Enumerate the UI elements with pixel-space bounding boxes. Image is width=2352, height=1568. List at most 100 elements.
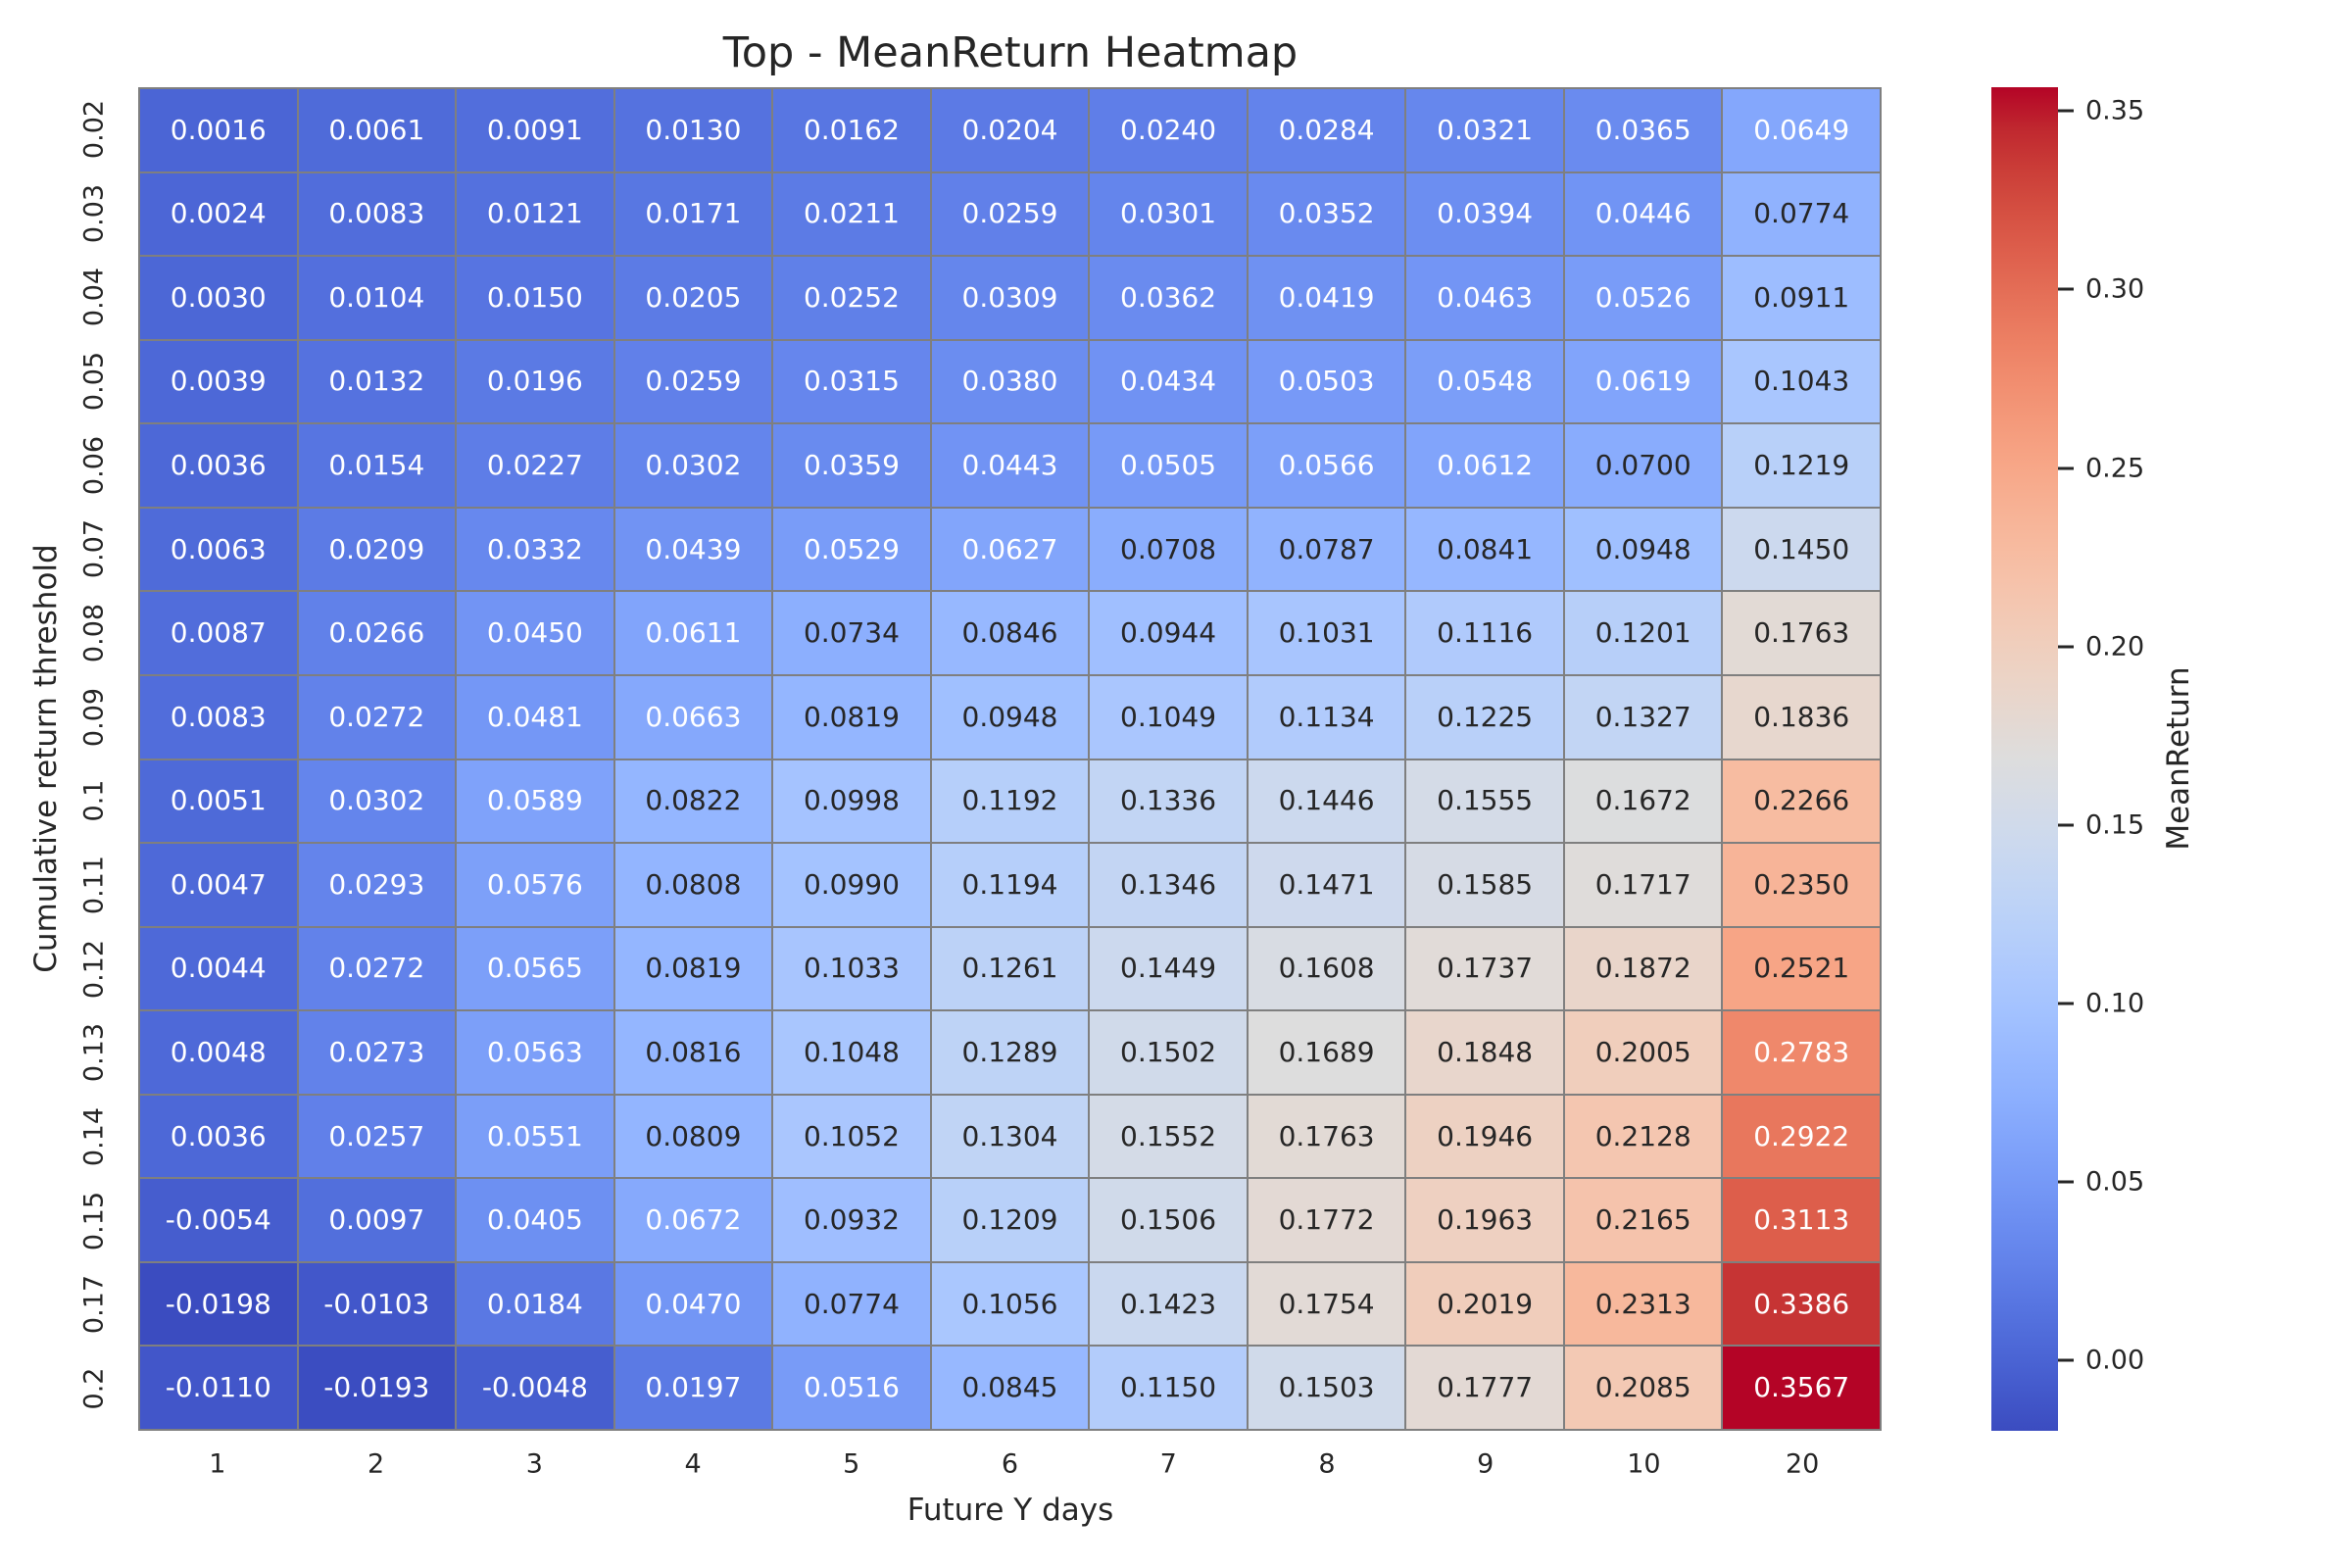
heatmap-cell-y0.08-x2: 0.0266 bbox=[298, 592, 456, 674]
heatmap-cell-y0.17-x3: 0.0184 bbox=[457, 1262, 613, 1346]
heatmap-cell-y0.07-x9: 0.0841 bbox=[1406, 508, 1563, 591]
heatmap-cell-y0.08-x6: 0.0846 bbox=[931, 592, 1089, 674]
heatmap-cell-y0.1-x5: 0.0998 bbox=[773, 760, 930, 843]
heatmap-cell-y0.02-x2: 0.0061 bbox=[298, 89, 456, 172]
heatmap-cell-y0.02-x1: 0.0016 bbox=[140, 89, 297, 172]
heatmap-cell-y0.02-x5: 0.0162 bbox=[773, 89, 930, 172]
heatmap-cell-y0.05-x4: 0.0259 bbox=[614, 340, 772, 423]
x-ticklabel-8: 8 bbox=[1318, 1448, 1336, 1480]
heatmap-cell-y0.04-x9: 0.0463 bbox=[1406, 257, 1563, 339]
heatmap-cell-y0.09-x7: 0.1049 bbox=[1090, 675, 1247, 759]
heatmap-cell-y0.07-x7: 0.0708 bbox=[1090, 508, 1247, 591]
heatmap-cell-y0.03-x7: 0.0301 bbox=[1090, 172, 1247, 256]
heatmap-cell-y0.05-x8: 0.0503 bbox=[1248, 340, 1405, 423]
heatmap-cell-y0.08-x20: 0.1763 bbox=[1723, 592, 1880, 674]
heatmap-cell-y0.02-x9: 0.0321 bbox=[1406, 89, 1563, 172]
y-ticklabel-0.02: 0.02 bbox=[78, 99, 110, 159]
heatmap-cell-y0.05-x2: 0.0132 bbox=[298, 340, 456, 423]
heatmap-cell-y0.02-x6: 0.0204 bbox=[931, 89, 1089, 172]
colorbar-tickmark-0.00 bbox=[2058, 1358, 2074, 1362]
heatmap-cell-y0.07-x4: 0.0439 bbox=[614, 508, 772, 591]
heatmap-cell-y0.02-x7: 0.0240 bbox=[1090, 89, 1247, 172]
heatmap-cell-y0.11-x2: 0.0293 bbox=[298, 844, 456, 926]
heatmap-cell-y0.09-x8: 0.1134 bbox=[1248, 675, 1405, 759]
heatmap-cell-y0.1-x10: 0.1672 bbox=[1564, 760, 1722, 843]
heatmap-cell-y0.04-x1: 0.0030 bbox=[140, 257, 297, 339]
heatmap-cell-y0.17-x6: 0.1056 bbox=[931, 1262, 1089, 1346]
heatmap-cell-y0.14-x5: 0.1052 bbox=[773, 1095, 930, 1178]
heatmap-cell-y0.03-x4: 0.0171 bbox=[614, 172, 772, 256]
heatmap-cell-y0.14-x3: 0.0551 bbox=[457, 1095, 613, 1178]
heatmap-cell-y0.11-x9: 0.1585 bbox=[1406, 844, 1563, 926]
heatmap-cell-y0.13-x1: 0.0048 bbox=[140, 1011, 297, 1094]
y-axis-label: Cumulative return threshold bbox=[28, 544, 64, 973]
heatmap-cell-y0.04-x3: 0.0150 bbox=[457, 257, 613, 339]
x-ticklabel-9: 9 bbox=[1477, 1448, 1494, 1480]
heatmap-cell-y0.04-x8: 0.0419 bbox=[1248, 257, 1405, 339]
y-ticklabel-0.05: 0.05 bbox=[78, 351, 110, 411]
heatmap-cell-y0.07-x5: 0.0529 bbox=[773, 508, 930, 591]
heatmap-cell-y0.09-x2: 0.0272 bbox=[298, 675, 456, 759]
heatmap-cell-y0.17-x4: 0.0470 bbox=[614, 1262, 772, 1346]
heatmap-cell-y0.02-x3: 0.0091 bbox=[457, 89, 613, 172]
heatmap-cell-y0.09-x3: 0.0481 bbox=[457, 675, 613, 759]
heatmap-cell-y0.12-x20: 0.2521 bbox=[1723, 927, 1880, 1010]
heatmap-cell-y0.07-x10: 0.0948 bbox=[1564, 508, 1722, 591]
y-ticklabel-0.17: 0.17 bbox=[78, 1275, 110, 1335]
heatmap-cell-y0.03-x2: 0.0083 bbox=[298, 172, 456, 256]
colorbar-tickmark-0.30 bbox=[2058, 287, 2074, 291]
heatmap-cell-y0.11-x3: 0.0576 bbox=[457, 844, 613, 926]
heatmap-cell-y0.06-x10: 0.0700 bbox=[1564, 424, 1722, 507]
colorbar-ticklabel-0.15: 0.15 bbox=[2085, 809, 2145, 841]
heatmap-cell-y0.03-x3: 0.0121 bbox=[457, 172, 613, 256]
heatmap-cell-y0.13-x5: 0.1048 bbox=[773, 1011, 930, 1094]
heatmap-cell-y0.04-x20: 0.0911 bbox=[1723, 257, 1880, 339]
heatmap-cell-y0.03-x9: 0.0394 bbox=[1406, 172, 1563, 256]
colorbar-tickmark-0.05 bbox=[2058, 1180, 2074, 1184]
heatmap-cell-y0.08-x4: 0.0611 bbox=[614, 592, 772, 674]
heatmap-cell-y0.11-x7: 0.1346 bbox=[1090, 844, 1247, 926]
heatmap-cell-y0.2-x4: 0.0197 bbox=[614, 1347, 772, 1429]
x-axis-label: Future Y days bbox=[906, 1493, 1114, 1528]
heatmap-cell-y0.05-x5: 0.0315 bbox=[773, 340, 930, 423]
heatmap-cell-y0.08-x7: 0.0944 bbox=[1090, 592, 1247, 674]
colorbar-tickmark-0.20 bbox=[2058, 645, 2074, 649]
heatmap-cell-y0.12-x9: 0.1737 bbox=[1406, 927, 1563, 1010]
x-ticklabel-4: 4 bbox=[684, 1448, 702, 1480]
heatmap-cell-y0.07-x20: 0.1450 bbox=[1723, 508, 1880, 591]
heatmap-cell-y0.06-x8: 0.0566 bbox=[1248, 424, 1405, 507]
heatmap-cell-y0.09-x9: 0.1225 bbox=[1406, 675, 1563, 759]
heatmap-cell-y0.04-x2: 0.0104 bbox=[298, 257, 456, 339]
heatmap-cell-y0.07-x3: 0.0332 bbox=[457, 508, 613, 591]
heatmap-cell-y0.17-x20: 0.3386 bbox=[1723, 1262, 1880, 1346]
heatmap-cell-y0.03-x5: 0.0211 bbox=[773, 172, 930, 256]
heatmap-cell-y0.08-x5: 0.0734 bbox=[773, 592, 930, 674]
heatmap-cell-y0.2-x5: 0.0516 bbox=[773, 1347, 930, 1429]
heatmap-cell-y0.1-x2: 0.0302 bbox=[298, 760, 456, 843]
heatmap-cell-y0.13-x20: 0.2783 bbox=[1723, 1011, 1880, 1094]
x-ticklabel-3: 3 bbox=[525, 1448, 543, 1480]
heatmap-cell-y0.06-x20: 0.1219 bbox=[1723, 424, 1880, 507]
heatmap-cell-y0.11-x4: 0.0808 bbox=[614, 844, 772, 926]
heatmap-cell-y0.06-x1: 0.0036 bbox=[140, 424, 297, 507]
colorbar-tickmark-0.15 bbox=[2058, 823, 2074, 827]
y-ticklabel-0.08: 0.08 bbox=[78, 603, 110, 663]
y-ticklabel-0.14: 0.14 bbox=[78, 1107, 110, 1167]
heatmap-cell-y0.05-x7: 0.0434 bbox=[1090, 340, 1247, 423]
heatmap-cell-y0.11-x6: 0.1194 bbox=[931, 844, 1089, 926]
heatmap-cell-y0.05-x3: 0.0196 bbox=[457, 340, 613, 423]
y-ticklabel-0.1: 0.1 bbox=[78, 779, 110, 822]
heatmap-cell-y0.04-x6: 0.0309 bbox=[931, 257, 1089, 339]
x-ticklabel-10: 10 bbox=[1627, 1448, 1661, 1480]
heatmap-cell-y0.05-x1: 0.0039 bbox=[140, 340, 297, 423]
heatmap-cell-y0.17-x7: 0.1423 bbox=[1090, 1262, 1247, 1346]
heatmap-cell-y0.2-x6: 0.0845 bbox=[931, 1347, 1089, 1429]
colorbar-tickmark-0.35 bbox=[2058, 109, 2074, 113]
x-ticklabel-2: 2 bbox=[367, 1448, 385, 1480]
heatmap-cell-y0.12-x5: 0.1033 bbox=[773, 927, 930, 1010]
heatmap-cell-y0.03-x1: 0.0024 bbox=[140, 172, 297, 256]
heatmap-cell-y0.1-x6: 0.1192 bbox=[931, 760, 1089, 843]
colorbar-ticklabel-0.25: 0.25 bbox=[2085, 453, 2145, 484]
heatmap-cell-y0.15-x6: 0.1209 bbox=[931, 1179, 1089, 1261]
